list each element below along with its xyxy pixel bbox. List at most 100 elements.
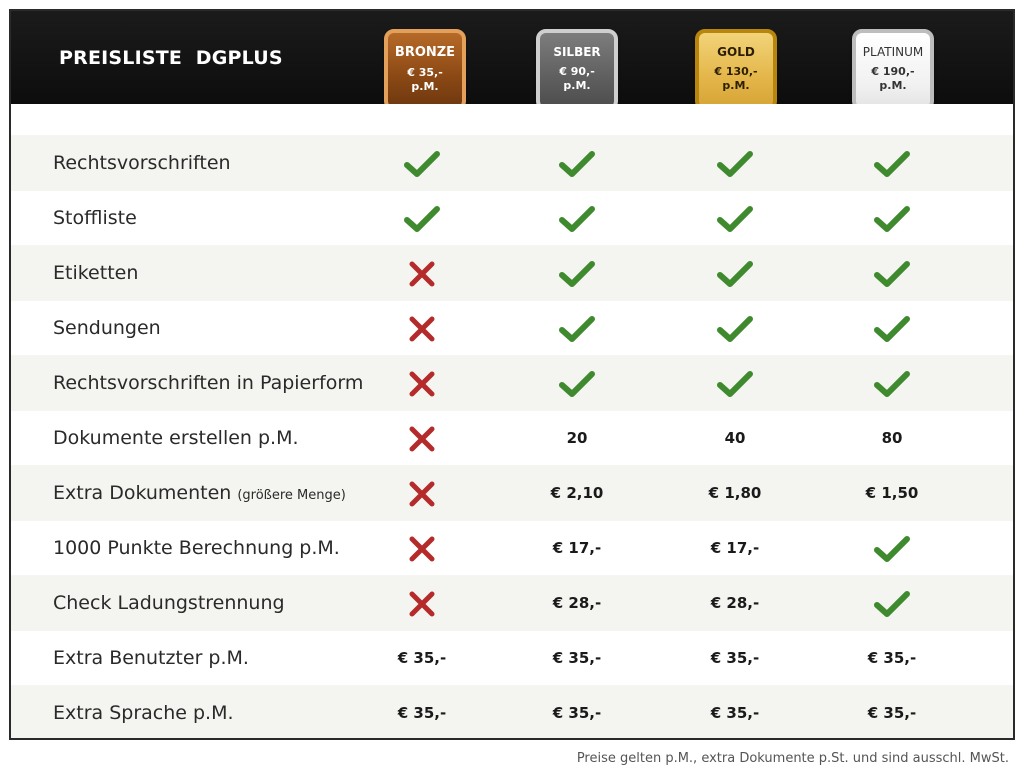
cell-included xyxy=(532,301,622,356)
row-label-text: 1000 Punkte Berechnung p.M. xyxy=(53,537,340,559)
cross-icon xyxy=(409,536,435,561)
table-row: Rechtsvorschriften in Papierform xyxy=(11,355,1013,410)
cell-included xyxy=(532,136,622,191)
table-row: Dokumente erstellen p.M. 20 40 80 xyxy=(11,410,1013,465)
footnote: Preise gelten p.M., extra Dokumente p.St… xyxy=(576,751,1009,766)
check-icon xyxy=(874,590,910,617)
cell-value: € 28,- xyxy=(710,594,760,612)
check-icon xyxy=(559,260,595,287)
row-label-text: Extra Benutzter p.M. xyxy=(53,647,249,669)
cell-included xyxy=(847,246,937,301)
cell-included xyxy=(377,191,467,246)
tier-price: € 90,- p.M. xyxy=(559,65,595,92)
cell-included xyxy=(532,246,622,301)
tier-name: SILBER xyxy=(553,45,601,59)
tier-badge-silver: SILBER € 90,- p.M. xyxy=(536,29,618,111)
price-table: PREISLISTE DGPLUS BRONZE € 35,- p.M. SIL… xyxy=(9,9,1015,740)
row-label-text: Dokumente erstellen p.M. xyxy=(53,427,299,449)
cell-not-included xyxy=(377,411,467,466)
cell-value: € 35,- xyxy=(867,704,917,722)
check-icon xyxy=(874,535,910,562)
check-icon xyxy=(559,370,595,397)
cross-icon xyxy=(409,316,435,341)
cell-included xyxy=(847,356,937,411)
check-icon xyxy=(717,370,753,397)
row-label-text: Sendungen xyxy=(53,317,161,339)
row-label: Extra Sprache p.M. xyxy=(53,686,234,738)
cell-value: € 35,- xyxy=(710,649,760,667)
check-icon xyxy=(874,260,910,287)
cell-value: € 35,- xyxy=(397,649,447,667)
check-icon xyxy=(559,315,595,342)
table-header: PREISLISTE DGPLUS BRONZE € 35,- p.M. SIL… xyxy=(11,11,1013,111)
check-icon xyxy=(717,205,753,232)
check-icon xyxy=(874,315,910,342)
tier-name: GOLD xyxy=(717,45,755,59)
check-icon xyxy=(874,370,910,397)
check-icon xyxy=(404,150,440,177)
row-label: 1000 Punkte Berechnung p.M. xyxy=(53,521,340,576)
check-icon xyxy=(559,205,595,232)
tier-name: BRONZE xyxy=(394,45,456,60)
row-label: Etiketten xyxy=(53,246,138,301)
row-label: Stoffliste xyxy=(53,191,137,246)
cross-icon xyxy=(409,481,435,506)
tier-badge-bronze: BRONZE € 35,- p.M. xyxy=(384,29,466,111)
cell-included xyxy=(847,521,937,576)
cell-included xyxy=(690,246,780,301)
cell-value: € 35,- xyxy=(710,704,760,722)
tier-price: € 190,- p.M. xyxy=(871,65,915,92)
cell-not-included xyxy=(377,356,467,411)
cell-not-included xyxy=(377,246,467,301)
table-row: Stoffliste xyxy=(11,190,1013,245)
cell-value: € 1,80 xyxy=(708,484,762,502)
cell-included xyxy=(690,301,780,356)
cell-not-included xyxy=(377,521,467,576)
table-row: 1000 Punkte Berechnung p.M. € 17,- € 17,- xyxy=(11,520,1013,575)
cell-included xyxy=(847,301,937,356)
table-row: Extra Dokumenten (größere Menge) € 2,10 € 1… xyxy=(11,465,1013,520)
cell-not-included xyxy=(377,466,467,521)
cell-not-included xyxy=(377,301,467,356)
cell-value: 40 xyxy=(724,429,746,447)
row-label: Rechtsvorschriften in Papierform xyxy=(53,356,363,411)
row-label-text: Stoffliste xyxy=(53,207,137,229)
page-title: PREISLISTE DGPLUS xyxy=(59,47,283,69)
row-label: Extra Benutzter p.M. xyxy=(53,631,249,686)
table-row: Sendungen xyxy=(11,300,1013,355)
cell-not-included xyxy=(377,576,467,631)
cell-value: € 35,- xyxy=(867,649,917,667)
row-label-text: Rechtsvorschriften xyxy=(53,152,231,174)
check-icon xyxy=(559,150,595,177)
cell-included xyxy=(847,576,937,631)
cell-value: 80 xyxy=(881,429,903,447)
row-label-note: (größere Menge) xyxy=(237,488,346,503)
cell-included xyxy=(532,356,622,411)
cell-included xyxy=(690,356,780,411)
row-label-text: Etiketten xyxy=(53,262,139,284)
header-spacer xyxy=(11,104,1013,135)
cross-icon xyxy=(409,261,435,286)
row-label: Check Ladungstrennung xyxy=(53,576,285,631)
table-row: Extra Sprache p.M. € 35,- € 35,- € 35,- € 35… xyxy=(11,685,1013,738)
cell-value: € 17,- xyxy=(710,539,760,557)
table-row: Etiketten xyxy=(11,245,1013,300)
row-label: Extra Dokumenten (größere Menge) xyxy=(53,466,346,521)
check-icon xyxy=(874,205,910,232)
cell-value: € 28,- xyxy=(552,594,602,612)
check-icon xyxy=(717,315,753,342)
table-row: Extra Benutzter p.M. € 35,- € 35,- € 35,- € … xyxy=(11,630,1013,685)
row-label-text: Check Ladungstrennung xyxy=(53,592,285,614)
check-icon xyxy=(717,150,753,177)
row-label-text: Rechtsvorschriften in Papierform xyxy=(53,372,364,394)
row-label-text: Extra Dokumenten xyxy=(53,482,232,504)
cell-included xyxy=(532,191,622,246)
table-row: Rechtsvorschriften xyxy=(11,135,1013,190)
tier-badge-platinum: PLATINUM € 190,- p.M. xyxy=(852,29,934,111)
cell-included xyxy=(690,191,780,246)
cross-icon xyxy=(409,371,435,396)
tier-price: € 35,- p.M. xyxy=(407,66,443,93)
row-label: Sendungen xyxy=(53,301,161,356)
cell-value: € 2,10 xyxy=(550,484,604,502)
tier-price: € 130,- p.M. xyxy=(714,65,758,92)
